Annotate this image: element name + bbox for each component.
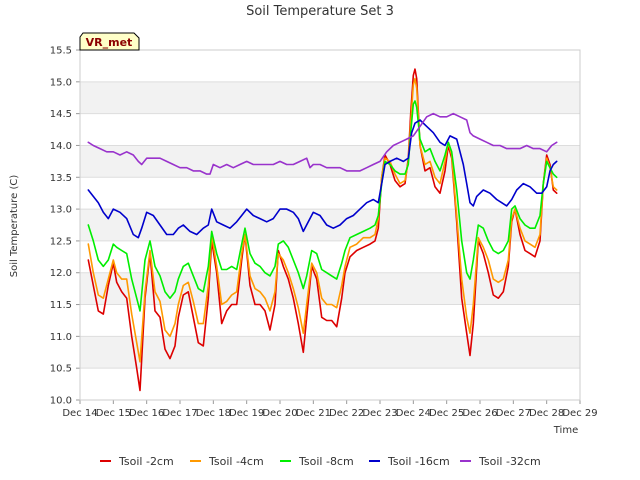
grid-band <box>80 177 580 210</box>
chart-title: Soil Temperature Set 3 <box>246 4 394 19</box>
legend-label: Tsoil -2cm <box>118 455 174 468</box>
x-tick-label: Dec 18 <box>196 408 231 419</box>
badge-label: VR_met <box>86 36 133 49</box>
legend-label: Tsoil -4cm <box>208 455 264 468</box>
y-tick-label: 11.5 <box>50 300 72 311</box>
x-tick-label: Dec 23 <box>362 408 397 419</box>
x-tick-label: Dec 19 <box>229 408 264 419</box>
grid-band <box>80 209 580 241</box>
series-line-3 <box>87 100 558 312</box>
legend-label: Tsoil -16cm <box>387 455 450 468</box>
grid-band <box>80 240 580 273</box>
series-lines <box>87 68 558 392</box>
grid-band <box>80 113 580 146</box>
y-tick-label: 12.0 <box>50 268 72 279</box>
series-line-5 <box>87 112 558 175</box>
y-tick-label: 11.0 <box>50 332 72 343</box>
y-tick-label: 10.0 <box>50 396 72 407</box>
grid-band <box>80 145 580 178</box>
legend-label: Tsoil -32cm <box>478 455 541 468</box>
x-tick-label: Dec 15 <box>96 408 131 419</box>
x-tick-label: Dec 21 <box>296 408 331 419</box>
badge: VR_met <box>79 32 140 51</box>
x-tick-label: Dec 24 <box>396 408 431 419</box>
x-tick-label: Dec 20 <box>262 408 297 419</box>
grid-band <box>80 368 580 400</box>
x-tick-label: Dec 14 <box>62 408 97 419</box>
y-tick-label: 12.5 <box>50 236 72 247</box>
x-tick-label: Dec 25 <box>429 408 464 419</box>
x-tick-label: Dec 29 <box>562 408 597 419</box>
y-tick-label: 10.5 <box>50 364 72 375</box>
y-tick-label: 15.5 <box>50 46 72 57</box>
series-line-2 <box>87 77 558 363</box>
legend-label: Tsoil -8cm <box>298 455 354 468</box>
series-line-4 <box>87 119 558 239</box>
badge-box <box>79 32 140 51</box>
x-tick-label: Dec 22 <box>329 408 364 419</box>
plot-frame <box>79 49 581 401</box>
y-axis-label: Soil Temperature (C) <box>9 175 20 278</box>
x-axis-label: Time <box>553 425 578 436</box>
y-tick-label: 14.5 <box>50 109 72 120</box>
grid-band <box>80 336 580 369</box>
grid-bands <box>80 50 580 400</box>
y-tick-label: 15.0 <box>50 77 72 88</box>
y-tick-label: 13.0 <box>50 205 72 216</box>
legend: Tsoil -2cm Tsoil -4cm Tsoil -8cm Tsoil -16c… <box>100 455 541 468</box>
x-tick-label: Dec 27 <box>496 408 531 419</box>
y-tick-label: 14.0 <box>50 141 72 152</box>
series-line-1 <box>87 68 558 392</box>
x-tick-label: Dec 17 <box>162 408 197 419</box>
x-tick-label: Dec 26 <box>462 408 497 419</box>
x-tick-label: Dec 16 <box>129 408 164 419</box>
grid-band <box>80 81 580 114</box>
x-tick-label: Dec 28 <box>529 408 564 419</box>
grid-band <box>80 50 580 82</box>
y-tick-label: 13.5 <box>50 173 72 184</box>
